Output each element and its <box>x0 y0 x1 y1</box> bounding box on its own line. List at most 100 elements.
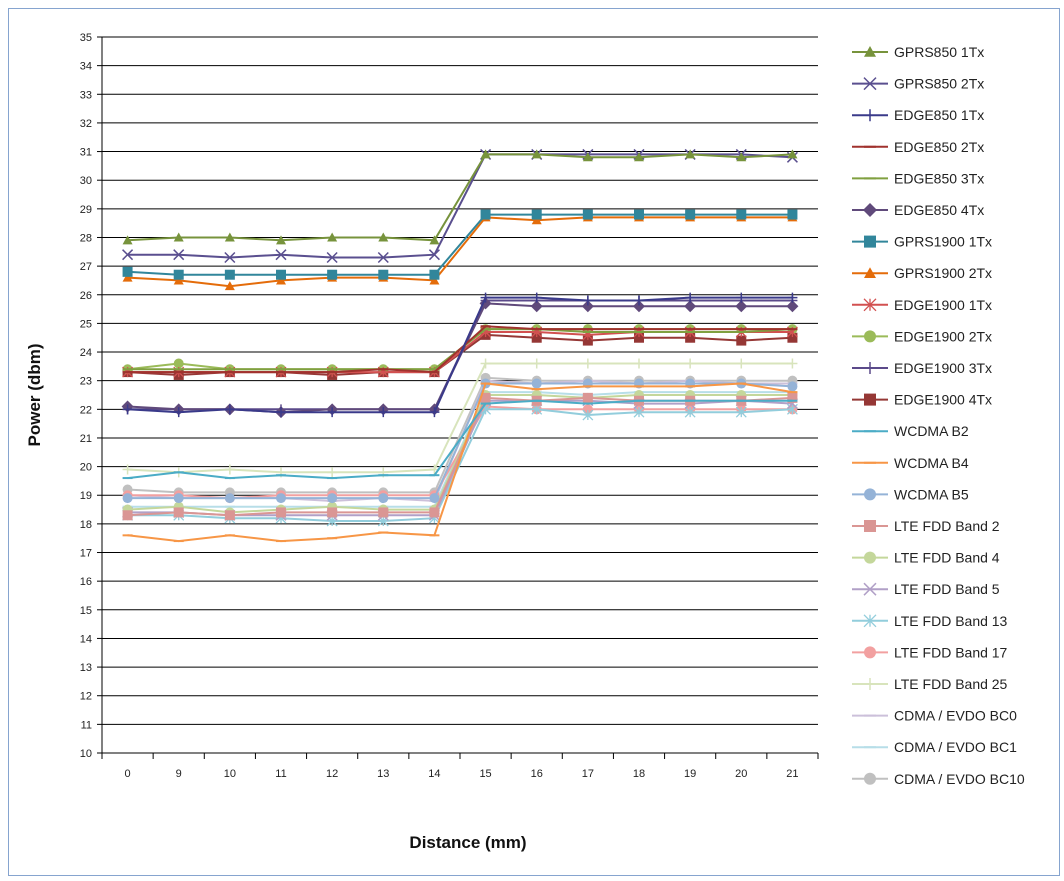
data-point <box>224 269 235 280</box>
legend-entry: GPRS850 1Tx <box>852 44 984 60</box>
data-point <box>276 269 286 280</box>
series-0 <box>122 149 798 245</box>
data-point <box>736 358 747 369</box>
y-tick-label: 35 <box>80 32 92 44</box>
data-point <box>224 510 235 521</box>
data-point <box>173 358 184 369</box>
legend-entry: WCDMA B2 <box>852 423 969 439</box>
legend-label: LTE FDD Band 2 <box>894 518 1000 534</box>
data-point <box>582 358 593 369</box>
x-tick-label: 17 <box>582 768 594 780</box>
legend-entry: EDGE1900 3Tx <box>852 360 992 376</box>
legend-label: EDGE850 4Tx <box>894 202 984 218</box>
data-point <box>685 292 696 303</box>
legend-label: CDMA / EVDO BC0 <box>894 708 1017 724</box>
legend-entry: LTE FDD Band 4 <box>852 550 1000 566</box>
data-point <box>787 332 798 343</box>
data-point <box>122 510 133 521</box>
data-point <box>634 295 644 306</box>
data-point <box>173 269 184 280</box>
x-tick-label: 10 <box>224 768 236 780</box>
data-point <box>276 407 286 418</box>
x-tick-label: 0 <box>125 768 131 780</box>
data-point <box>480 358 491 369</box>
data-point <box>122 266 133 277</box>
y-tick-label: 31 <box>80 147 92 159</box>
legend-marker <box>864 488 876 501</box>
y-tick-label: 21 <box>80 433 92 445</box>
data-point <box>276 493 286 504</box>
y-tick-label: 30 <box>80 175 92 187</box>
data-point <box>429 507 440 518</box>
data-point <box>122 272 133 282</box>
data-point <box>173 232 184 242</box>
legend-marker <box>863 77 877 91</box>
data-point <box>122 404 133 415</box>
legend-entry: GPRS1900 2Tx <box>852 265 992 281</box>
data-point <box>326 251 338 264</box>
legend-label: EDGE850 2Tx <box>894 139 984 155</box>
legend-label: CDMA / EVDO BC10 <box>894 771 1025 787</box>
data-point <box>480 292 491 303</box>
data-point <box>429 275 440 285</box>
x-tick-label: 18 <box>633 768 645 780</box>
x-tick-label: 13 <box>377 768 389 780</box>
y-tick-label: 20 <box>80 462 92 474</box>
legend-marker <box>864 267 876 278</box>
data-point <box>429 235 440 245</box>
data-point <box>224 232 235 242</box>
data-point <box>224 464 235 475</box>
legend-entry: LTE FDD Band 17 <box>852 644 1008 660</box>
data-point <box>787 209 798 220</box>
series-2 <box>122 292 798 418</box>
x-tick-label: 11 <box>275 768 286 780</box>
legend-label: GPRS1900 1Tx <box>894 234 992 250</box>
series-line <box>127 216 793 288</box>
data-point <box>531 378 542 389</box>
data-point <box>531 358 542 369</box>
data-point <box>173 249 185 261</box>
data-point <box>122 464 133 475</box>
data-point <box>378 507 389 518</box>
data-point <box>684 406 696 418</box>
legend-marker <box>864 362 876 374</box>
data-point <box>531 209 542 220</box>
legend-entry: EDGE1900 4Tx <box>852 392 992 408</box>
legend-marker <box>863 582 877 596</box>
x-tick-label: 15 <box>479 768 491 780</box>
legend-entry: WCDMA B4 <box>852 455 969 471</box>
data-point <box>582 335 593 346</box>
data-point <box>327 467 338 478</box>
data-point <box>122 249 134 261</box>
data-point <box>378 493 389 504</box>
series-line <box>127 153 793 242</box>
data-point <box>736 292 747 303</box>
legend-label: GPRS850 1Tx <box>894 44 984 60</box>
y-tick-label: 34 <box>80 61 92 73</box>
data-point <box>224 493 235 504</box>
data-point <box>327 493 338 504</box>
data-point <box>633 406 645 418</box>
data-point <box>531 403 543 415</box>
legend-marker <box>864 520 876 532</box>
x-tick-label: 21 <box>786 768 798 780</box>
data-point <box>429 493 440 504</box>
legend-marker <box>863 614 877 628</box>
data-point <box>276 507 286 518</box>
legend-label: EDGE1900 3Tx <box>894 360 992 376</box>
legend-label: WCDMA B4 <box>894 455 969 471</box>
legend-marker <box>864 46 876 57</box>
legend-entry: LTE FDD Band 25 <box>852 676 1008 692</box>
data-point <box>634 152 644 162</box>
data-point <box>173 275 184 285</box>
data-point <box>224 251 236 264</box>
data-point <box>224 281 235 291</box>
data-point <box>735 300 748 313</box>
data-point <box>581 300 594 313</box>
series-layer <box>121 148 799 543</box>
series-line <box>127 296 793 414</box>
legend-marker <box>864 772 876 785</box>
data-point <box>582 409 594 421</box>
y-axis-ticks: 10 11 12 13 14 15 16 17 18 19 20 21 22 23 24 25 26 27 28 29… <box>80 32 92 760</box>
